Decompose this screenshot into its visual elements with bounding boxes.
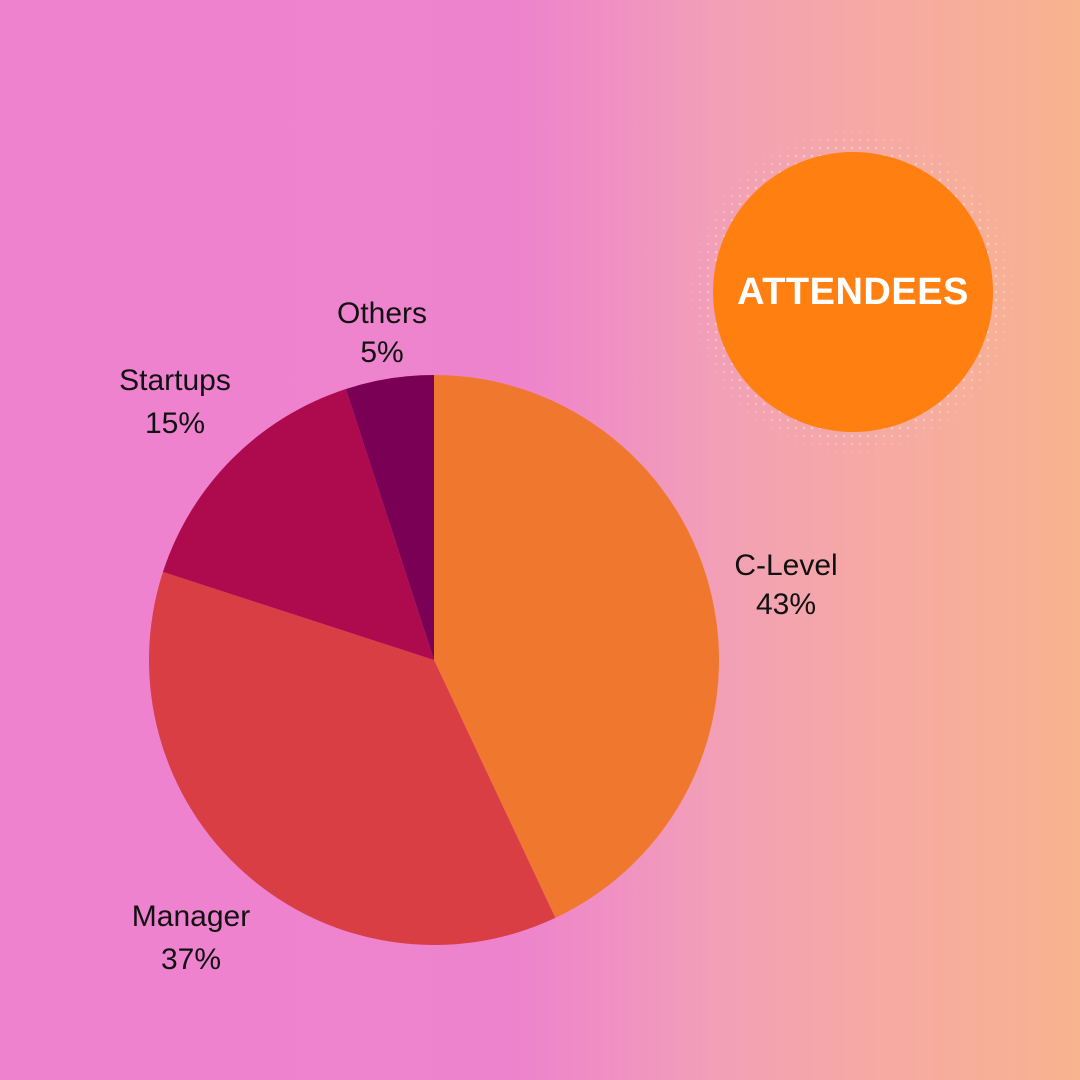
slice-label-startups: Startups xyxy=(119,364,231,397)
attendees-badge: ATTENDEES xyxy=(688,127,1018,457)
slice-value-manager: 37% xyxy=(161,943,221,976)
slice-value-others: 5% xyxy=(360,336,403,369)
pie-slice-c-level xyxy=(434,375,720,918)
pie-slice-startups xyxy=(162,388,434,660)
pie-slice-manager xyxy=(148,571,556,946)
slice-label-c-level: C-Level xyxy=(734,549,837,582)
chart-title: ATTENDEES xyxy=(737,271,969,313)
slice-value-c-level: 43% xyxy=(756,588,816,621)
slice-label-others: Others xyxy=(337,297,427,330)
pie-slice-others xyxy=(345,375,434,660)
slice-value-startups: 15% xyxy=(145,407,205,440)
pie-labels: C-Level 43% Manager 37% Startups 15% Others 5% xyxy=(119,297,838,976)
slice-label-manager: Manager xyxy=(132,900,250,933)
badge-circle xyxy=(713,152,993,432)
pie-slices xyxy=(148,375,720,946)
